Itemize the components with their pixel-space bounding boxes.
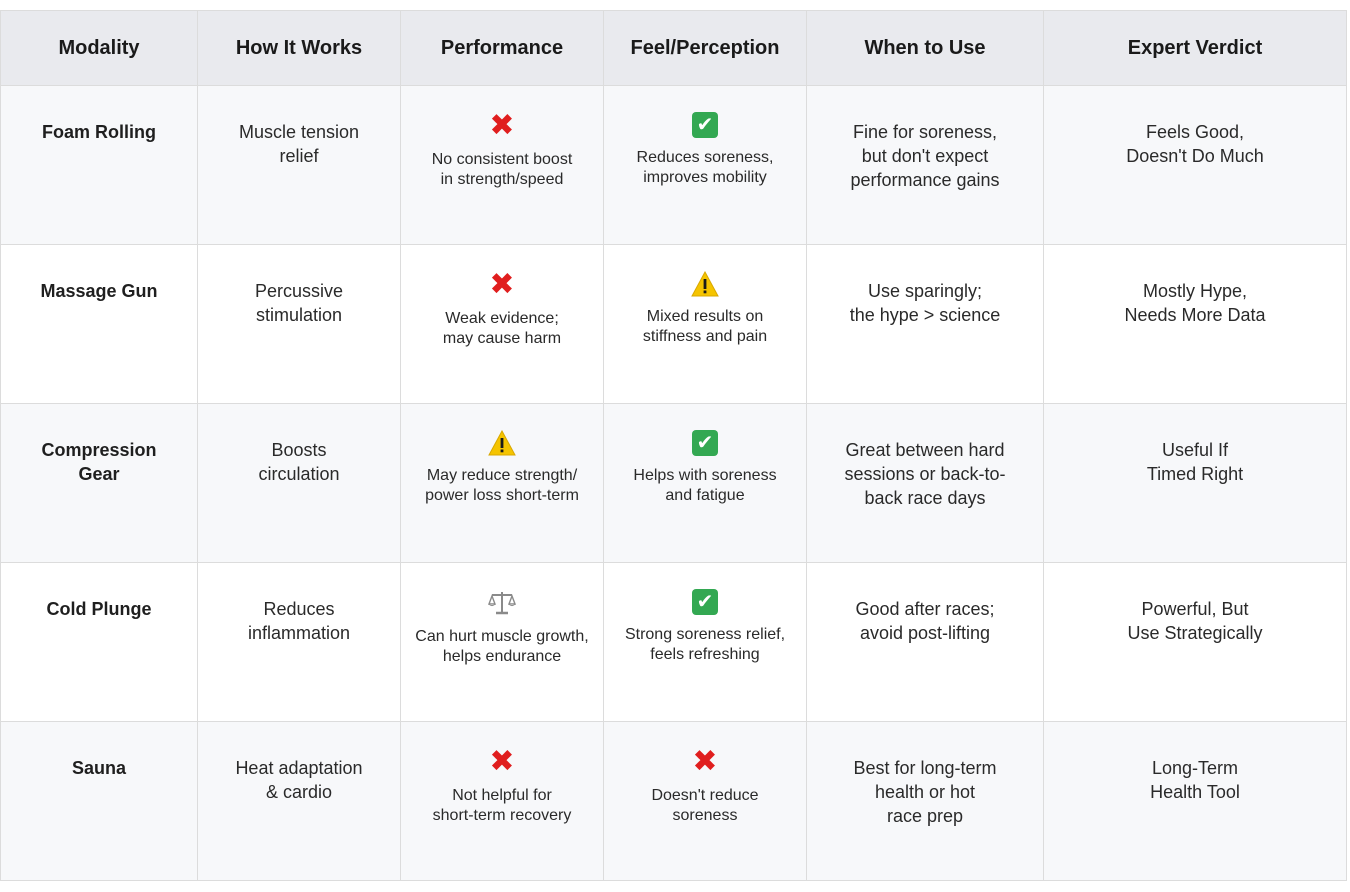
cell-modality: Sauna [0,721,198,881]
table-row-foam-rolling: Foam Rolling Muscle tension relief ✖ No con… [0,85,1347,245]
header-row: Modality How It Works Performance Feel/P… [0,10,1347,86]
cell-feel: ✔ Strong soreness relief, feels refreshin… [603,562,807,722]
cell-how-it-works: Muscle tension relief [197,85,401,245]
cell-how-it-works: Boosts circulation [197,403,401,563]
when-to-use-text: Fine for soreness, but don't expect perf… [850,122,1000,190]
expert-verdict-text: Powerful, But Use Strategically [1127,599,1263,643]
check-mark-icon: ✔ [692,112,718,138]
performance-text: Not helpful for short-term recovery [432,787,572,824]
expert-verdict-text: Feels Good, Doesn't Do Much [1126,122,1264,166]
cell-modality: Massage Gun [0,244,198,404]
cross-mark-icon: ✖ [489,745,515,778]
modality-name: Cold Plunge [46,599,152,619]
performance-text: Weak evidence; may cause harm [442,310,562,347]
header-how-it-works: How It Works [197,10,401,86]
performance-text: No consistent boost in strength/speed [431,151,573,188]
modality-name: Sauna [71,758,127,778]
cell-modality: Foam Rolling [0,85,198,245]
cell-expert-verdict: Powerful, But Use Strategically [1043,562,1347,722]
feel-text: Strong soreness relief, feels refreshing [624,626,786,663]
header-performance: Performance [400,10,604,86]
how-it-works-text: Muscle tension relief [238,122,360,166]
cross-mark-icon: ✖ [489,109,515,142]
cell-expert-verdict: Useful If Timed Right [1043,403,1347,563]
check-mark-icon: ✔ [692,430,718,456]
modality-name: Foam Rolling [42,122,156,142]
cell-performance: ✖ Weak evidence; may cause harm [400,244,604,404]
recovery-modality-table: Modality How It Works Performance Feel/P… [0,10,1347,881]
cell-when-to-use: Use sparingly; the hype > science [806,244,1044,404]
warning-icon [488,430,516,456]
cell-performance: ✖ No consistent boost in strength/speed [400,85,604,245]
cell-feel: ✔ Reduces soreness, improves mobility [603,85,807,245]
expert-verdict-text: Mostly Hype, Needs More Data [1124,281,1266,325]
cell-how-it-works: Percussive stimulation [197,244,401,404]
cell-expert-verdict: Feels Good, Doesn't Do Much [1043,85,1347,245]
when-to-use-text: Use sparingly; the hype > science [849,281,1001,325]
performance-text: Can hurt muscle growth, helps endurance [415,628,589,665]
header-when-to-use: When to Use [806,10,1044,86]
header-modality: Modality [0,10,198,86]
table-row-massage-gun: Massage Gun Percussive stimulation ✖ Weak e… [0,244,1347,404]
cell-performance: ✖ Not helpful for short-term recovery [400,721,604,881]
how-it-works-text: Heat adaptation & cardio [235,758,363,802]
when-to-use-text: Great between hard sessions or back-to- … [844,440,1006,508]
cell-expert-verdict: Mostly Hype, Needs More Data [1043,244,1347,404]
when-to-use-text: Best for long-term health or hot race pr… [853,758,997,826]
how-it-works-text: Reduces inflammation [247,599,351,643]
cell-how-it-works: Reduces inflammation [197,562,401,722]
comparison-table-container: Modality How It Works Performance Feel/P… [0,10,1347,881]
cell-performance: Can hurt muscle growth, helps endurance [400,562,604,722]
table-row-sauna: Sauna Heat adaptation & cardio ✖ Not helpfu… [0,721,1347,881]
when-to-use-text: Good after races; avoid post-lifting [855,599,995,643]
expert-verdict-text: Long-Term Health Tool [1150,758,1240,802]
feel-text: Helps with soreness and fatigue [633,467,777,504]
cell-modality: Cold Plunge [0,562,198,722]
cell-expert-verdict: Long-Term Health Tool [1043,721,1347,881]
cell-when-to-use: Great between hard sessions or back-to- … [806,403,1044,563]
cell-feel: ✖ Doesn't reduce soreness [603,721,807,881]
header-expert-verdict: Expert Verdict [1043,10,1347,86]
warning-icon [691,271,719,297]
balance-scale-icon [401,589,603,617]
table-row-compression-gear: Compression Gear Boosts circulation May re… [0,403,1347,563]
cell-performance: May reduce strength/ power loss short-te… [400,403,604,563]
cell-how-it-works: Heat adaptation & cardio [197,721,401,881]
check-mark-icon: ✔ [692,589,718,615]
feel-text: Doesn't reduce soreness [651,787,759,824]
feel-text: Mixed results on stiffness and pain [642,308,768,345]
performance-text: May reduce strength/ power loss short-te… [425,467,579,504]
how-it-works-text: Boosts circulation [258,440,340,484]
cell-when-to-use: Best for long-term health or hot race pr… [806,721,1044,881]
cell-feel: ✔ Helps with soreness and fatigue [603,403,807,563]
how-it-works-text: Percussive stimulation [254,281,344,325]
modality-name: Massage Gun [40,281,158,301]
feel-text: Reduces soreness, improves mobility [636,149,774,186]
cell-when-to-use: Fine for soreness, but don't expect perf… [806,85,1044,245]
cell-modality: Compression Gear [0,403,198,563]
cell-when-to-use: Good after races; avoid post-lifting [806,562,1044,722]
header-feel-perception: Feel/Perception [603,10,807,86]
cell-feel: Mixed results on stiffness and pain [603,244,807,404]
modality-name: Compression Gear [41,440,157,484]
cross-mark-icon: ✖ [692,745,718,778]
expert-verdict-text: Useful If Timed Right [1146,440,1244,484]
table-row-cold-plunge: Cold Plunge Reduces inflammation Can hurt … [0,562,1347,722]
cross-mark-icon: ✖ [489,268,515,301]
